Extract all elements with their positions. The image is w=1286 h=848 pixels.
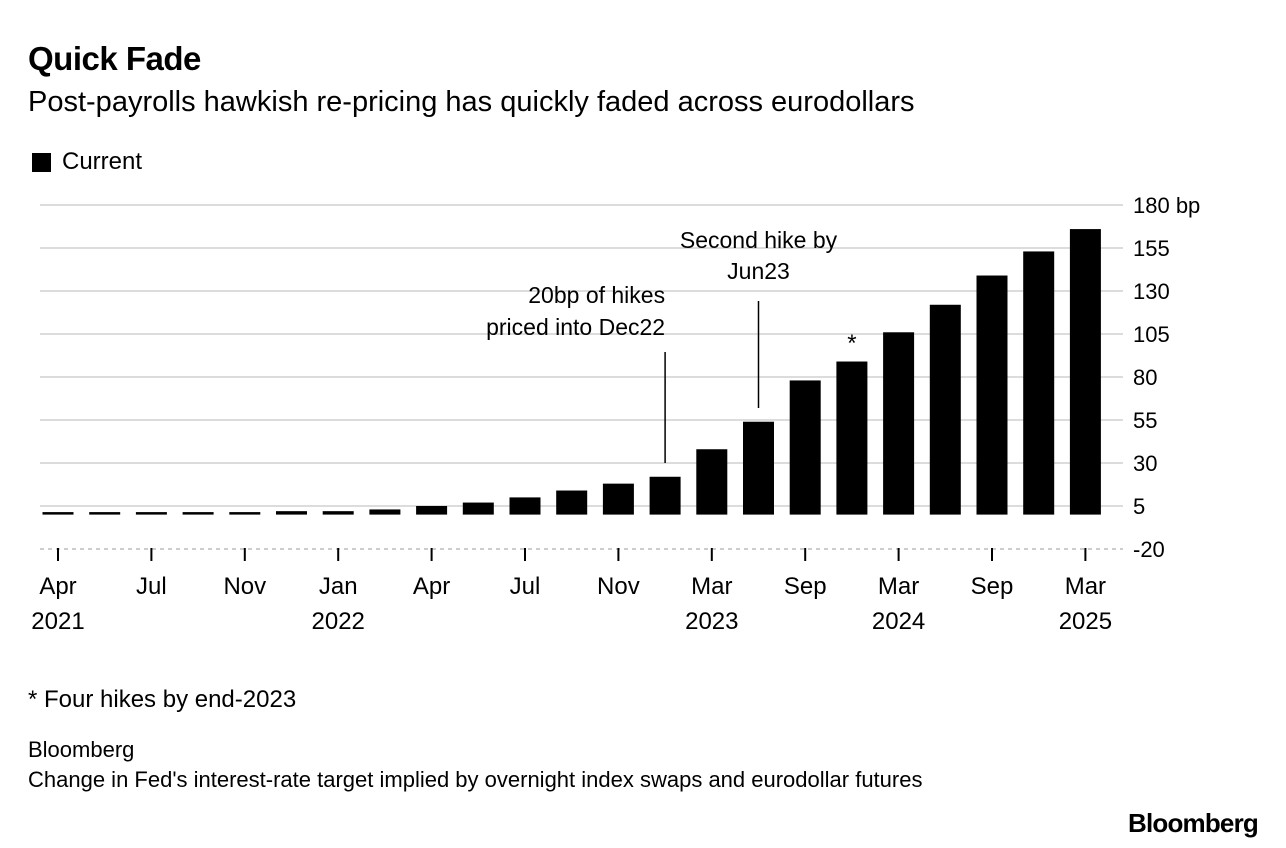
bloomberg-logo: Bloomberg: [1127, 808, 1259, 838]
bar: [696, 449, 728, 515]
bar: [556, 490, 588, 515]
bar: [369, 509, 401, 515]
bar: [42, 512, 74, 515]
x-tick-year-label: 2024: [872, 608, 925, 635]
source-label: Bloomberg: [28, 737, 135, 762]
x-tick-label: Jul: [510, 573, 541, 600]
legend: Current: [32, 148, 142, 176]
annotation-text: 20bp of hikes: [528, 282, 665, 308]
bar: [1069, 229, 1101, 515]
bar: [89, 512, 121, 515]
chart-description: Change in Fed's interest-rate target imp…: [28, 767, 923, 792]
y-tick-label: 105: [1133, 322, 1170, 347]
x-tick-year-label: 2023: [685, 608, 738, 635]
bar: [1023, 251, 1055, 515]
x-tick-label: Mar: [691, 573, 732, 600]
legend-label: Current: [62, 148, 143, 175]
y-tick-label: 130: [1133, 279, 1170, 304]
chart-title: Quick Fade: [28, 40, 201, 77]
bar: [135, 512, 167, 515]
annotation-asterisk: *: [847, 330, 856, 357]
y-tick-label: 180 bp: [1133, 193, 1200, 218]
bar: [182, 512, 214, 515]
x-tick-label: Apr: [413, 573, 450, 600]
footnote: * Four hikes by end-2023: [28, 686, 297, 713]
x-tick-year-label: 2022: [312, 608, 365, 635]
bar: [322, 511, 354, 515]
y-tick-label: -20: [1133, 537, 1165, 562]
x-tick-label: Apr: [39, 573, 76, 600]
y-tick-label: 55: [1133, 408, 1157, 433]
bar: [276, 511, 307, 515]
x-tick-label: Nov: [223, 573, 266, 600]
bar: [883, 332, 915, 515]
x-tick-label: Jan: [319, 573, 358, 600]
y-tick-label: 30: [1133, 451, 1157, 476]
x-tick-label: Sep: [784, 573, 827, 600]
annotation-text: Second hike by: [680, 227, 838, 253]
x-tick-label: Sep: [971, 573, 1014, 600]
bar: [229, 512, 261, 515]
y-tick-label: 155: [1133, 236, 1170, 261]
bar: [836, 361, 868, 515]
x-tick-label: Mar: [1065, 573, 1106, 600]
bar: [416, 506, 448, 515]
bar: [743, 421, 774, 515]
bar: [509, 497, 541, 515]
legend-swatch: [32, 152, 51, 172]
bar: [789, 380, 821, 515]
x-tick-year-label: 2021: [31, 608, 84, 635]
y-tick-label: 5: [1133, 494, 1145, 519]
x-tick-year-label: 2025: [1059, 608, 1112, 635]
bar: [602, 483, 634, 515]
x-tick-label: Mar: [878, 573, 919, 600]
bar: [649, 476, 681, 515]
bar: [929, 304, 961, 515]
bar: [976, 275, 1008, 515]
y-tick-label: 80: [1133, 365, 1157, 390]
chart-subtitle: Post-payrolls hawkish re-pricing has qui…: [28, 86, 915, 118]
annotation-text: Jun23: [727, 258, 790, 284]
x-tick-label: Nov: [597, 573, 640, 600]
x-tick-label: Jul: [136, 573, 167, 600]
annotation-text: priced into Dec22: [486, 314, 665, 340]
bar: [462, 502, 494, 515]
